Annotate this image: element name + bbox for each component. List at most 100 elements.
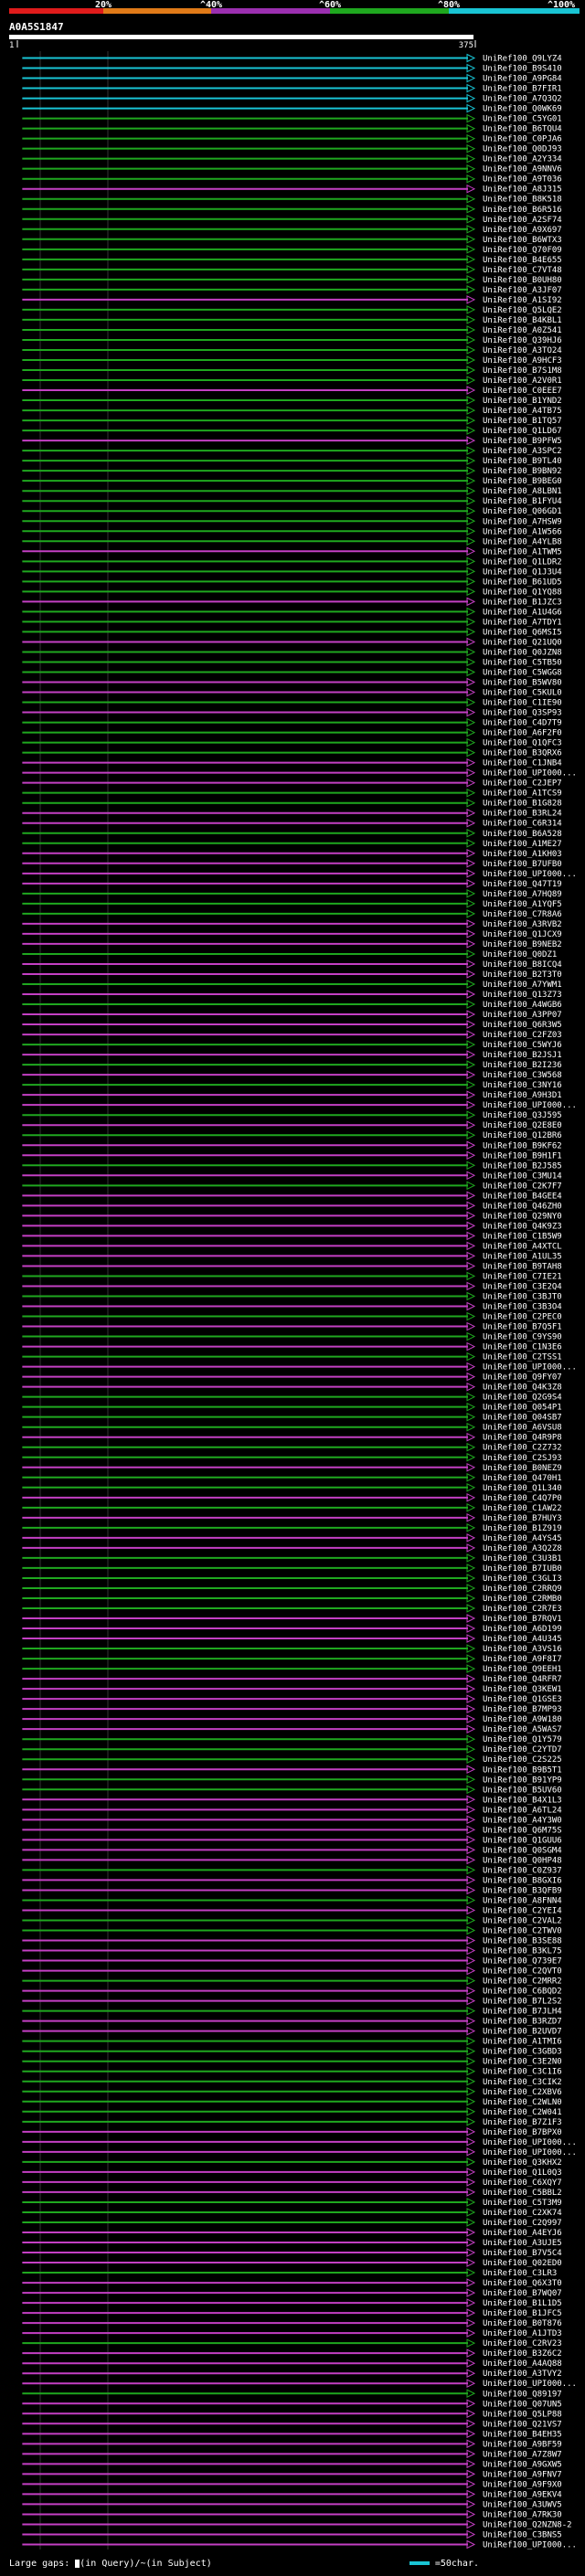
hit-label[interactable]: UniRef100_C2PEC0 [483, 1313, 562, 1322]
hit-label[interactable]: UniRef100_A1TWM5 [483, 547, 562, 557]
hit-label[interactable]: UniRef100_B4GEE4 [483, 1192, 562, 1201]
hit-label[interactable]: UniRef100_A1JTD3 [483, 2329, 562, 2338]
hit-label[interactable]: UniRef100_B3QRX6 [483, 749, 562, 758]
hit-label[interactable]: UniRef100_A9FNV7 [483, 2470, 562, 2479]
hit-label[interactable]: UniRef100_Q21UQ0 [483, 638, 562, 647]
hit-label[interactable]: UniRef100_Q0JZN8 [483, 648, 562, 657]
hit-label[interactable]: UniRef100_B0NEZ9 [483, 1464, 562, 1473]
hit-label[interactable]: UniRef100_A3VS16 [483, 1645, 562, 1654]
hit-label[interactable]: UniRef100_C7VT48 [483, 266, 562, 275]
hit-label[interactable]: UniRef100_UPI000... [483, 870, 577, 879]
hit-label[interactable]: UniRef100_Q06GD1 [483, 507, 562, 516]
hit-label[interactable]: UniRef100_Q4R9P8 [483, 1434, 562, 1443]
hit-label[interactable]: UniRef100_B1JZC3 [483, 598, 562, 607]
hit-label[interactable]: UniRef100_B2T3T0 [483, 970, 562, 980]
hit-label[interactable]: UniRef100_A9F8I7 [483, 1655, 562, 1664]
hit-label[interactable]: UniRef100_C6R314 [483, 820, 562, 829]
hit-label[interactable]: UniRef100_Q0SGM4 [483, 1846, 562, 1855]
hit-label[interactable]: UniRef100_B8GXI6 [483, 1876, 562, 1885]
hit-label[interactable]: UniRef100_A4AQ88 [483, 2359, 562, 2369]
hit-label[interactable]: UniRef100_C2FZ03 [483, 1031, 562, 1040]
hit-label[interactable]: UniRef100_A4YS45 [483, 1534, 562, 1543]
hit-label[interactable]: UniRef100_B4EH35 [483, 2430, 562, 2439]
hit-label[interactable]: UniRef100_C2YTD7 [483, 1745, 562, 1754]
hit-label[interactable]: UniRef100_A1SI92 [483, 296, 562, 305]
hit-label[interactable]: UniRef100_B1Z919 [483, 1524, 562, 1533]
hit-label[interactable]: UniRef100_Q6X3T0 [483, 2279, 562, 2288]
hit-label[interactable]: UniRef100_A1YQF5 [483, 900, 562, 909]
hit-label[interactable]: UniRef100_Q5LP88 [483, 2410, 562, 2419]
hit-label[interactable]: UniRef100_B7RQV1 [483, 1615, 562, 1624]
hit-label[interactable]: UniRef100_B9NEB2 [483, 940, 562, 949]
hit-label[interactable]: UniRef100_A7Z8W7 [483, 2450, 562, 2459]
hit-label[interactable]: UniRef100_B5UV60 [483, 1786, 562, 1795]
hit-label[interactable]: UniRef100_C2QVT0 [483, 1967, 562, 1977]
hit-label[interactable]: UniRef100_Q12BR6 [483, 1131, 562, 1140]
hit-label[interactable]: UniRef100_A3UJE5 [483, 2239, 562, 2248]
hit-label[interactable]: UniRef100_B1FYU4 [483, 497, 562, 506]
hit-label[interactable]: UniRef100_C0PJA6 [483, 135, 562, 144]
hit-label[interactable]: UniRef100_C2R7E3 [483, 1605, 562, 1614]
hit-label[interactable]: UniRef100_B2JSJ1 [483, 1051, 562, 1060]
hit-label[interactable]: UniRef100_B5WV80 [483, 679, 562, 688]
hit-label[interactable]: UniRef100_A6TL24 [483, 1806, 562, 1815]
hit-label[interactable]: UniRef100_Q2E8E0 [483, 1121, 562, 1130]
hit-label[interactable]: UniRef100_B9S410 [483, 65, 562, 74]
hit-label[interactable]: UniRef100_C3CIK2 [483, 2078, 562, 2087]
hit-label[interactable]: UniRef100_A3UWV5 [483, 2500, 562, 2509]
hit-label[interactable]: UniRef100_Q07UN5 [483, 2400, 562, 2409]
hit-label[interactable]: UniRef100_A4U345 [483, 1635, 562, 1644]
hit-label[interactable]: UniRef100_C3MU14 [483, 1171, 562, 1181]
hit-label[interactable]: UniRef100_B2J585 [483, 1161, 562, 1171]
hit-label[interactable]: UniRef100_C2JEP7 [483, 779, 562, 789]
hit-label[interactable]: UniRef100_C2XBV6 [483, 2088, 562, 2097]
hit-label[interactable]: UniRef100_A7RK30 [483, 2510, 562, 2519]
hit-label[interactable]: UniRef100_A7TDY1 [483, 618, 562, 627]
hit-label[interactable]: UniRef100_C3BJT0 [483, 1292, 562, 1301]
hit-label[interactable]: UniRef100_A4EYJ6 [483, 2229, 562, 2238]
hit-label[interactable]: UniRef100_B6WTX3 [483, 236, 562, 245]
hit-label[interactable]: UniRef100_A4Y3W0 [483, 1816, 562, 1825]
hit-label[interactable]: UniRef100_B7HUY3 [483, 1514, 562, 1523]
hit-label[interactable]: UniRef100_Q1GSE3 [483, 1695, 562, 1704]
hit-label[interactable]: UniRef100_Q3KEW1 [483, 1685, 562, 1694]
hit-label[interactable]: UniRef100_B9B5T1 [483, 1765, 562, 1775]
hit-label[interactable]: UniRef100_A9HCF3 [483, 356, 562, 366]
hit-label[interactable]: UniRef100_A1TMI6 [483, 2038, 562, 2047]
hit-label[interactable]: UniRef100_B8K518 [483, 196, 562, 205]
hit-label[interactable]: UniRef100_A5WAS7 [483, 1725, 562, 1734]
hit-label[interactable]: UniRef100_C3BNS5 [483, 2530, 562, 2539]
hit-label[interactable]: UniRef100_C2RRQ9 [483, 1585, 562, 1594]
hit-label[interactable]: UniRef100_C1JNB4 [483, 759, 562, 769]
hit-label[interactable]: UniRef100_Q0DJ93 [483, 145, 562, 154]
hit-label[interactable]: UniRef100_Q02ED0 [483, 2259, 562, 2268]
hit-label[interactable]: UniRef100_A9F9X0 [483, 2480, 562, 2489]
hit-label[interactable]: UniRef100_Q70F09 [483, 246, 562, 255]
hit-label[interactable]: UniRef100_Q9LYZ4 [483, 55, 562, 64]
hit-label[interactable]: UniRef100_A7Q3Q2 [483, 95, 562, 104]
hit-label[interactable]: UniRef100_Q0DZ1 [483, 950, 557, 959]
hit-label[interactable]: UniRef100_B7JLH4 [483, 2008, 562, 2017]
hit-label[interactable]: UniRef100_Q0WK69 [483, 105, 562, 114]
hit-label[interactable]: UniRef100_Q5LQE2 [483, 306, 562, 315]
hit-label[interactable]: UniRef100_B3SE88 [483, 1937, 562, 1946]
hit-label[interactable]: UniRef100_B1YND2 [483, 397, 562, 406]
hit-label[interactable]: UniRef100_B7MP93 [483, 1705, 562, 1714]
hit-label[interactable]: UniRef100_C2RMB0 [483, 1595, 562, 1604]
hit-label[interactable]: UniRef100_A1UL35 [483, 1252, 562, 1261]
hit-label[interactable]: UniRef100_B4X1L3 [483, 1796, 562, 1805]
hit-label[interactable]: UniRef100_Q470H1 [483, 1474, 562, 1483]
hit-label[interactable]: UniRef100_UPI000... [483, 769, 577, 779]
hit-label[interactable]: UniRef100_B1L1D5 [483, 2299, 562, 2308]
hit-label[interactable]: UniRef100_C1N3E6 [483, 1343, 562, 1352]
hit-label[interactable]: UniRef100_C3E2Q4 [483, 1282, 562, 1291]
hit-label[interactable]: UniRef100_A9NNV6 [483, 165, 562, 175]
hit-label[interactable]: UniRef100_C2K7F7 [483, 1182, 562, 1191]
hit-label[interactable]: UniRef100_C2XK74 [483, 2209, 562, 2218]
hit-label[interactable]: UniRef100_C7R8A6 [483, 910, 562, 919]
hit-label[interactable]: UniRef100_C3GLI3 [483, 1574, 562, 1584]
hit-label[interactable]: UniRef100_Q89197 [483, 2390, 562, 2399]
hit-label[interactable]: UniRef100_B7Z1F3 [483, 2118, 562, 2127]
hit-label[interactable]: UniRef100_C2RV23 [483, 2339, 562, 2348]
hit-label[interactable]: UniRef100_Q6R3W5 [483, 1021, 562, 1030]
